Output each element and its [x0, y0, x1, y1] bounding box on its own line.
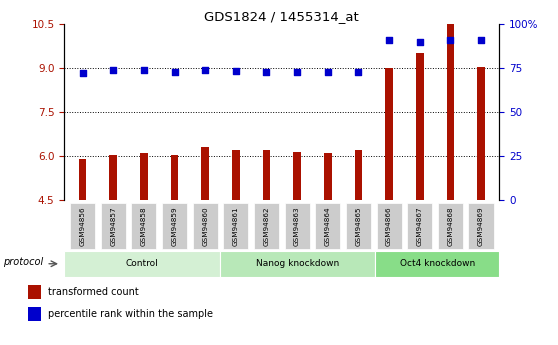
Text: GSM94865: GSM94865 [355, 206, 362, 246]
Text: GSM94862: GSM94862 [263, 206, 270, 246]
Point [109, 67, 118, 73]
Text: GSM94860: GSM94860 [202, 206, 208, 246]
Bar [263, 150, 270, 200]
Bar [171, 155, 179, 200]
Bar [477, 67, 485, 200]
Text: GSM94866: GSM94866 [386, 206, 392, 246]
FancyBboxPatch shape [162, 203, 187, 249]
Bar [109, 155, 117, 200]
FancyBboxPatch shape [377, 203, 402, 249]
Title: GDS1824 / 1455314_at: GDS1824 / 1455314_at [204, 10, 359, 23]
Point [262, 69, 271, 75]
Text: GSM94869: GSM94869 [478, 206, 484, 246]
FancyBboxPatch shape [64, 251, 220, 277]
Text: GSM94858: GSM94858 [141, 206, 147, 246]
Point [232, 68, 240, 74]
Bar [324, 153, 331, 200]
Bar [416, 53, 424, 200]
Point [323, 69, 332, 75]
Point [446, 38, 455, 43]
Bar [446, 24, 454, 200]
FancyBboxPatch shape [469, 203, 494, 249]
Text: GSM94868: GSM94868 [448, 206, 453, 246]
FancyBboxPatch shape [315, 203, 340, 249]
Bar [232, 150, 239, 200]
Bar [140, 153, 148, 200]
Text: GSM94856: GSM94856 [80, 206, 85, 246]
Point [78, 70, 87, 75]
FancyBboxPatch shape [193, 203, 218, 249]
FancyBboxPatch shape [100, 203, 126, 249]
FancyBboxPatch shape [438, 203, 463, 249]
Point [384, 38, 393, 43]
FancyBboxPatch shape [220, 251, 375, 277]
Point [201, 67, 210, 73]
Text: GSM94857: GSM94857 [110, 206, 116, 246]
FancyBboxPatch shape [375, 251, 499, 277]
FancyBboxPatch shape [407, 203, 432, 249]
FancyBboxPatch shape [285, 203, 310, 249]
Text: percentile rank within the sample: percentile rank within the sample [48, 309, 213, 319]
Point [140, 68, 148, 73]
Text: Nanog knockdown: Nanog knockdown [256, 259, 339, 268]
Point [477, 38, 485, 43]
Bar [28, 285, 41, 299]
Text: GSM94864: GSM94864 [325, 206, 331, 246]
Text: GSM94861: GSM94861 [233, 206, 239, 246]
Text: GSM94863: GSM94863 [294, 206, 300, 246]
Text: Oct4 knockdown: Oct4 knockdown [400, 259, 475, 268]
Text: GSM94867: GSM94867 [417, 206, 423, 246]
FancyBboxPatch shape [346, 203, 371, 249]
Text: protocol: protocol [3, 257, 44, 267]
Point [292, 69, 301, 75]
FancyBboxPatch shape [223, 203, 248, 249]
FancyBboxPatch shape [254, 203, 279, 249]
Point [354, 69, 363, 75]
Bar [354, 150, 362, 200]
Bar [28, 307, 41, 322]
Text: GSM94859: GSM94859 [171, 206, 177, 246]
FancyBboxPatch shape [131, 203, 156, 249]
FancyBboxPatch shape [70, 203, 95, 249]
Bar [385, 68, 393, 200]
Text: Control: Control [126, 259, 158, 268]
Bar [79, 159, 86, 200]
Point [415, 40, 424, 45]
Bar [294, 152, 301, 200]
Text: transformed count: transformed count [48, 287, 139, 297]
Bar [201, 147, 209, 200]
Point [170, 69, 179, 75]
